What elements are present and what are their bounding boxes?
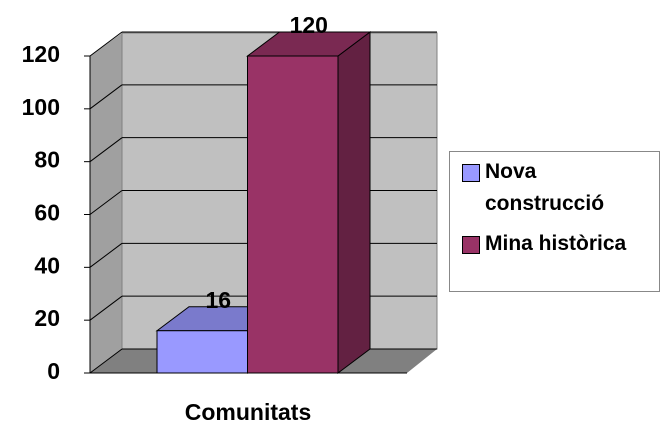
- grid-line: [89, 137, 123, 163]
- data-label: 16: [205, 287, 231, 313]
- y-tick-label: 60: [34, 200, 60, 226]
- grid-line: [89, 348, 123, 374]
- bar: [156, 330, 248, 374]
- grid-line: [89, 295, 123, 321]
- bar-side: [337, 31, 371, 374]
- y-tick-label: 120: [22, 41, 60, 67]
- y-tick-label: 100: [22, 94, 60, 120]
- legend-swatch: [462, 236, 480, 254]
- legend-label: Mina històrica: [485, 232, 627, 255]
- legend-item: Nova construcció: [462, 156, 605, 220]
- grid-line: [89, 84, 123, 110]
- grid-line: [89, 190, 123, 215]
- legend-label: Nova construcció: [485, 160, 605, 215]
- data-label: 120: [290, 12, 328, 38]
- legend-swatch: [462, 164, 480, 182]
- grid-line: [89, 242, 123, 268]
- y-tick-label: 0: [47, 358, 60, 384]
- y-tick-label: 80: [34, 147, 60, 173]
- legend: Nova construcció Mina històrica: [449, 151, 660, 292]
- x-tick-label: Comunitats: [185, 399, 312, 425]
- bar: [247, 55, 339, 374]
- legend-item: Mina històrica: [462, 228, 660, 260]
- y-tick-label: 40: [34, 252, 60, 278]
- grid-line: [89, 31, 123, 57]
- y-tick-label: 20: [34, 305, 60, 331]
